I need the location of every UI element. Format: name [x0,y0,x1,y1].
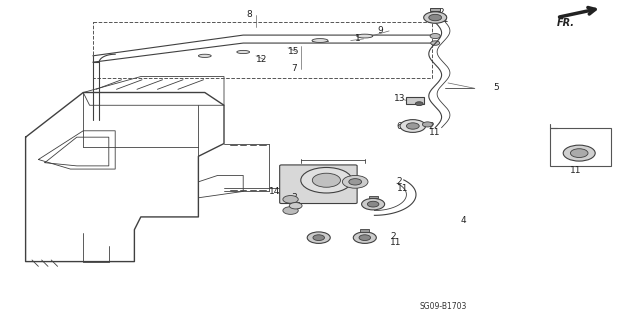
Text: 6: 6 [314,236,319,245]
Text: SG09-B1703: SG09-B1703 [419,302,467,311]
Text: 12: 12 [256,55,268,63]
Circle shape [342,175,368,188]
Text: 11: 11 [438,15,450,24]
Text: 5: 5 [493,83,499,92]
Circle shape [415,102,423,106]
Text: FR.: FR. [557,18,575,28]
Circle shape [349,179,362,185]
Circle shape [431,41,440,45]
Circle shape [289,203,302,209]
FancyBboxPatch shape [280,165,357,204]
Text: 1: 1 [355,34,361,43]
Circle shape [406,123,419,129]
Circle shape [283,207,298,214]
Text: 2: 2 [390,232,396,241]
Text: 2: 2 [429,122,435,130]
Text: 15: 15 [288,47,300,56]
Circle shape [312,173,340,187]
Ellipse shape [312,39,328,42]
Text: 3: 3 [291,193,297,202]
Text: 2: 2 [438,8,444,17]
Circle shape [400,120,426,132]
Circle shape [424,12,447,23]
Bar [406,97,424,104]
Text: 11: 11 [390,238,402,247]
Ellipse shape [198,54,211,57]
Circle shape [362,198,385,210]
Text: 6: 6 [397,122,403,130]
Text: 2: 2 [397,177,403,186]
Circle shape [429,14,442,21]
Bar [550,128,611,166]
Circle shape [353,232,376,243]
Circle shape [430,33,440,39]
Text: 11: 11 [429,128,440,137]
Circle shape [313,235,324,241]
Bar [430,8,440,11]
Circle shape [307,232,330,243]
Text: 11: 11 [397,184,408,193]
Circle shape [422,122,433,127]
Ellipse shape [357,34,372,38]
Circle shape [359,235,371,241]
Circle shape [283,196,298,203]
Text: 10: 10 [291,202,303,211]
Bar [360,229,369,232]
Circle shape [301,167,352,193]
Text: 14: 14 [269,187,280,196]
Ellipse shape [237,50,250,54]
Text: 13: 13 [394,94,405,103]
Circle shape [563,145,595,161]
Text: 11: 11 [570,166,582,175]
Text: 8: 8 [246,10,252,19]
Bar [369,196,378,198]
Circle shape [367,201,379,207]
Text: 9: 9 [378,26,383,35]
Text: 7: 7 [291,64,297,73]
Text: 4: 4 [461,216,467,225]
Circle shape [570,149,588,158]
